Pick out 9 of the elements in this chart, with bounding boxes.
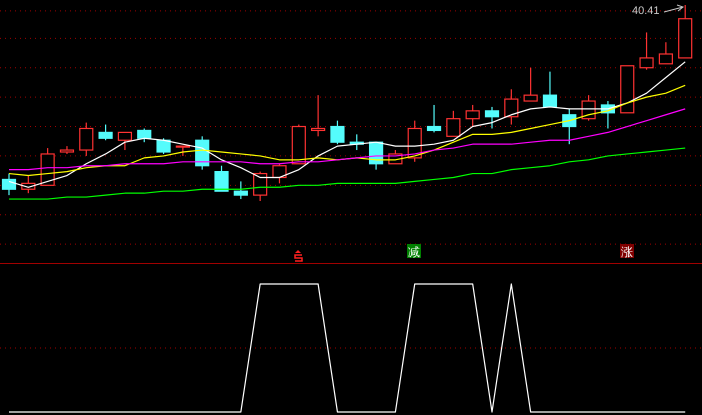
text: 减 (408, 245, 420, 259)
candlestick (234, 180, 248, 200)
candlestick (466, 104, 480, 128)
annotation: 40.41 (632, 5, 660, 17)
candlestick (504, 88, 518, 126)
candlestick (79, 122, 94, 157)
candlestick (562, 108, 576, 145)
candlestick (137, 128, 152, 143)
text: 涨 (621, 245, 633, 259)
